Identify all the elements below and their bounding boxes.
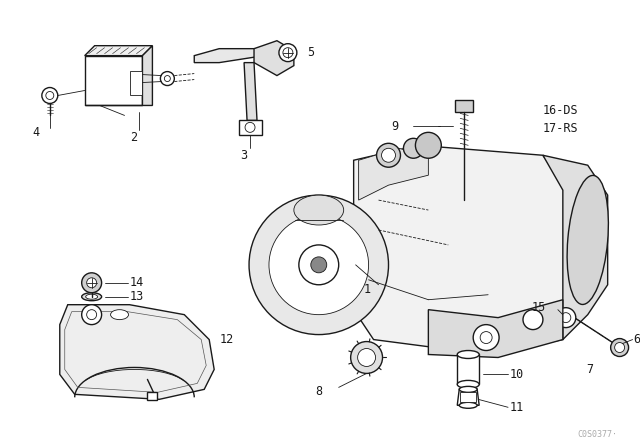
- Circle shape: [46, 91, 54, 99]
- Circle shape: [82, 305, 102, 325]
- Text: 7: 7: [586, 363, 593, 376]
- Text: 10: 10: [510, 368, 524, 381]
- Text: 14: 14: [129, 276, 144, 289]
- Text: 11: 11: [510, 401, 524, 414]
- Bar: [457, 354, 479, 384]
- Text: 12: 12: [219, 333, 234, 346]
- Circle shape: [299, 245, 339, 285]
- Bar: [147, 392, 157, 401]
- Polygon shape: [358, 148, 428, 200]
- Text: 6: 6: [634, 333, 640, 346]
- Circle shape: [161, 72, 174, 86]
- Polygon shape: [428, 300, 563, 358]
- Circle shape: [403, 138, 424, 158]
- Polygon shape: [457, 389, 479, 405]
- Ellipse shape: [460, 402, 477, 408]
- Polygon shape: [84, 46, 152, 56]
- Circle shape: [86, 278, 97, 288]
- Text: 9: 9: [391, 120, 399, 133]
- Circle shape: [82, 273, 102, 293]
- Polygon shape: [239, 121, 262, 135]
- Circle shape: [358, 349, 376, 366]
- Circle shape: [376, 143, 401, 167]
- Bar: [129, 71, 143, 95]
- Ellipse shape: [86, 294, 98, 299]
- Polygon shape: [354, 145, 568, 354]
- Circle shape: [279, 44, 297, 62]
- Circle shape: [42, 87, 58, 103]
- Ellipse shape: [82, 293, 102, 301]
- Text: 17-RS: 17-RS: [543, 122, 579, 135]
- Bar: [460, 392, 476, 402]
- Polygon shape: [543, 155, 607, 340]
- Polygon shape: [254, 41, 294, 76]
- Circle shape: [351, 341, 383, 374]
- Circle shape: [381, 148, 396, 162]
- Circle shape: [283, 47, 293, 58]
- Bar: [84, 56, 143, 105]
- Text: 8: 8: [316, 385, 323, 398]
- Ellipse shape: [567, 176, 609, 305]
- Text: 1: 1: [364, 283, 371, 296]
- Ellipse shape: [294, 195, 344, 225]
- Circle shape: [611, 339, 628, 357]
- Ellipse shape: [457, 380, 479, 388]
- Circle shape: [245, 122, 255, 132]
- Circle shape: [556, 308, 576, 327]
- Ellipse shape: [460, 386, 477, 392]
- Text: 5: 5: [307, 46, 314, 59]
- Polygon shape: [244, 63, 257, 121]
- Circle shape: [249, 195, 388, 335]
- Text: 4: 4: [32, 126, 40, 139]
- Circle shape: [86, 310, 97, 319]
- Polygon shape: [143, 46, 152, 105]
- Text: 2: 2: [130, 131, 137, 144]
- Text: 16-DS: 16-DS: [543, 104, 579, 117]
- Ellipse shape: [111, 310, 129, 319]
- Circle shape: [614, 343, 625, 353]
- Circle shape: [415, 132, 442, 158]
- Ellipse shape: [457, 350, 479, 358]
- Circle shape: [473, 325, 499, 350]
- Circle shape: [561, 313, 571, 323]
- Text: C0S0377·: C0S0377·: [578, 430, 618, 439]
- Text: 3: 3: [241, 149, 248, 162]
- Circle shape: [311, 257, 327, 273]
- Polygon shape: [195, 49, 264, 63]
- Circle shape: [269, 215, 369, 314]
- Text: 13: 13: [129, 290, 144, 303]
- Bar: [455, 100, 473, 112]
- Circle shape: [164, 76, 170, 82]
- Text: 15: 15: [532, 301, 546, 314]
- Circle shape: [480, 332, 492, 344]
- Circle shape: [523, 310, 543, 330]
- Polygon shape: [60, 305, 214, 399]
